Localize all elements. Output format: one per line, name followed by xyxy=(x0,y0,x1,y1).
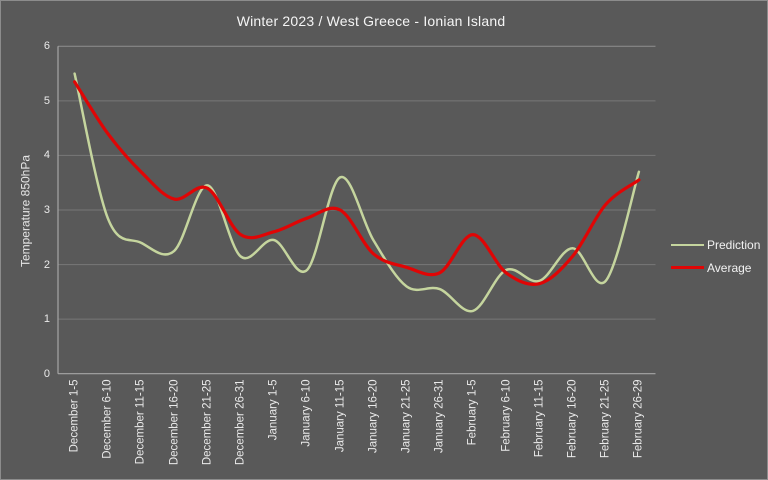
legend-line-swatch xyxy=(671,266,704,269)
y-tick-label-2: 2 xyxy=(43,258,50,271)
legend-item-average[interactable]: Average xyxy=(671,256,760,279)
average-series-line[interactable] xyxy=(73,80,641,286)
x-tick-label: December 21-25 xyxy=(201,379,214,465)
y-tick-label-4: 4 xyxy=(43,149,50,162)
x-tick-label: February 6-10 xyxy=(500,379,513,452)
y-tick-label-0: 0 xyxy=(43,367,50,380)
x-tick-label: January 1-5 xyxy=(267,379,280,440)
x-tick-label: January 6-10 xyxy=(300,379,313,447)
x-tick-label: December 1-5 xyxy=(68,379,81,452)
legend-label: Average xyxy=(707,260,752,275)
y-tick-label-5: 5 xyxy=(43,94,50,107)
x-tick-label: December 26-31 xyxy=(234,379,247,465)
legend-label: Prediction xyxy=(707,237,761,252)
x-tick-label: February 21-25 xyxy=(599,379,612,458)
x-tick-label: February 26-29 xyxy=(632,379,645,458)
chart-title: Winter 2023 / West Greece - Ionian Islan… xyxy=(236,13,506,29)
y-tick-label-1: 1 xyxy=(43,313,50,326)
x-tick-label: February 16-20 xyxy=(566,379,579,458)
x-tick-label: December 6-10 xyxy=(101,379,114,459)
y-tick-label-3: 3 xyxy=(43,204,50,216)
x-tick-label: December 16-20 xyxy=(168,379,181,465)
x-tick-label: January 11-15 xyxy=(334,379,347,452)
y-tick-label-6: 6 xyxy=(43,40,50,53)
legend: Prediction Average xyxy=(671,233,760,279)
legend-line-swatch xyxy=(671,243,704,246)
x-tick-label: February 1-5 xyxy=(466,379,479,445)
x-tick-label: January 21-25 xyxy=(400,379,413,453)
prediction-series-line[interactable] xyxy=(73,72,641,313)
x-tick-label: December 11-15 xyxy=(134,379,147,464)
legend-item-prediction[interactable]: Prediction xyxy=(671,233,760,256)
x-tick-label: January 16-20 xyxy=(367,379,380,453)
x-tick-label: January 26-31 xyxy=(433,379,446,453)
x-tick-label: February 11-15 xyxy=(533,379,546,457)
